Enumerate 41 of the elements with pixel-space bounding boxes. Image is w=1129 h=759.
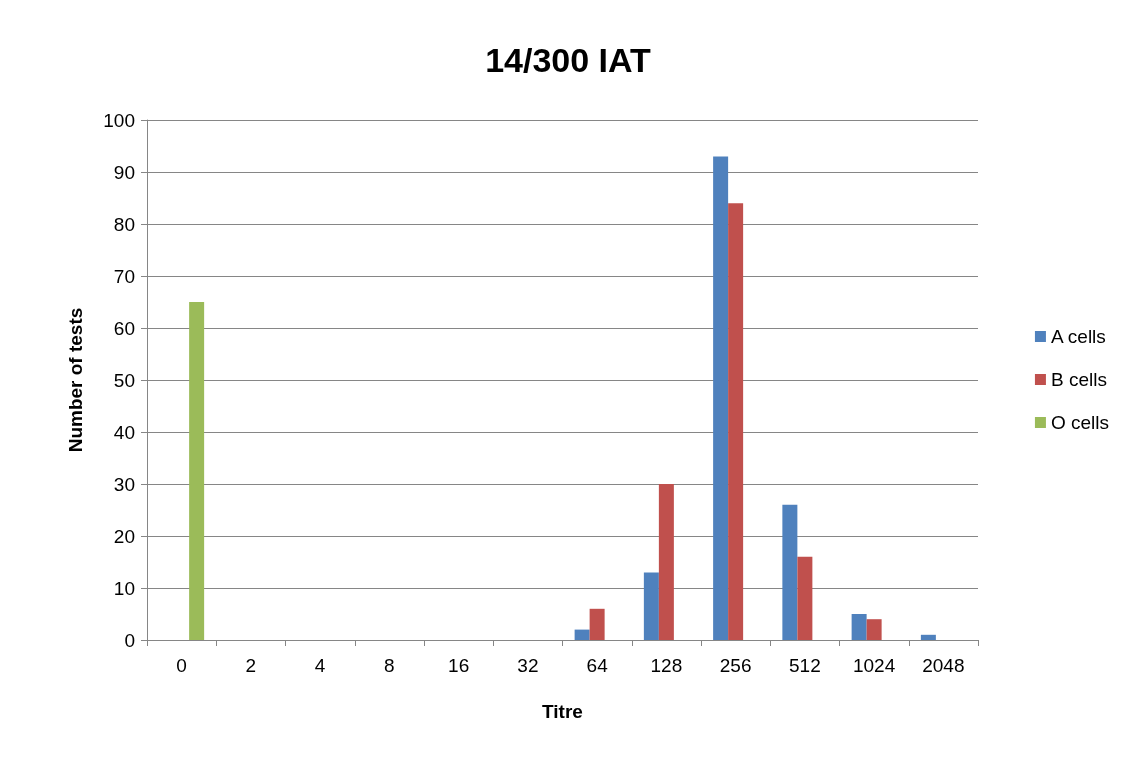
x-tick-label: 128 bbox=[650, 655, 683, 676]
bar bbox=[797, 556, 813, 640]
bar bbox=[728, 203, 744, 640]
y-tick-label: 80 bbox=[113, 213, 135, 235]
bar bbox=[589, 608, 605, 640]
bar bbox=[643, 572, 659, 640]
chart-title: 14/300 IAT bbox=[485, 41, 652, 79]
x-tick-label: 512 bbox=[789, 655, 821, 676]
y-tick-label: 10 bbox=[113, 577, 135, 599]
x-tick-label: 64 bbox=[586, 655, 609, 676]
x-tick-label: 8 bbox=[384, 655, 395, 676]
x-tick-label: 32 bbox=[517, 655, 539, 676]
bar bbox=[658, 484, 674, 640]
bar bbox=[713, 156, 729, 640]
y-tick-label: 50 bbox=[113, 369, 135, 391]
y-tick-label: 40 bbox=[113, 421, 135, 443]
bar bbox=[189, 302, 205, 640]
y-tick-label: 60 bbox=[113, 317, 135, 339]
y-tick-label: 100 bbox=[103, 109, 135, 131]
bar bbox=[920, 634, 936, 640]
x-tick-label: 1024 bbox=[852, 655, 896, 676]
x-tick-label: 16 bbox=[448, 655, 470, 676]
legend-label: A cells bbox=[1050, 326, 1106, 347]
bar bbox=[574, 629, 590, 640]
y-axis-title: Number of tests bbox=[65, 307, 86, 453]
y-tick-label: 90 bbox=[113, 161, 135, 183]
bar bbox=[782, 504, 798, 640]
x-tick-label: 2048 bbox=[922, 655, 965, 676]
bar bbox=[866, 619, 882, 640]
x-tick-label: 0 bbox=[176, 655, 187, 676]
bar bbox=[851, 614, 867, 640]
y-tick-label: 0 bbox=[124, 629, 135, 651]
x-tick-label: 256 bbox=[719, 655, 752, 676]
x-tick-label: 4 bbox=[314, 655, 326, 676]
y-tick-label: 20 bbox=[113, 525, 135, 547]
y-tick-label: 30 bbox=[113, 473, 135, 495]
y-tick-label: 70 bbox=[113, 265, 135, 287]
legend-label: B cells bbox=[1050, 369, 1107, 390]
legend-label: O cells bbox=[1050, 412, 1110, 433]
x-axis-title: Titre bbox=[542, 701, 583, 722]
x-tick-label: 2 bbox=[245, 655, 257, 676]
